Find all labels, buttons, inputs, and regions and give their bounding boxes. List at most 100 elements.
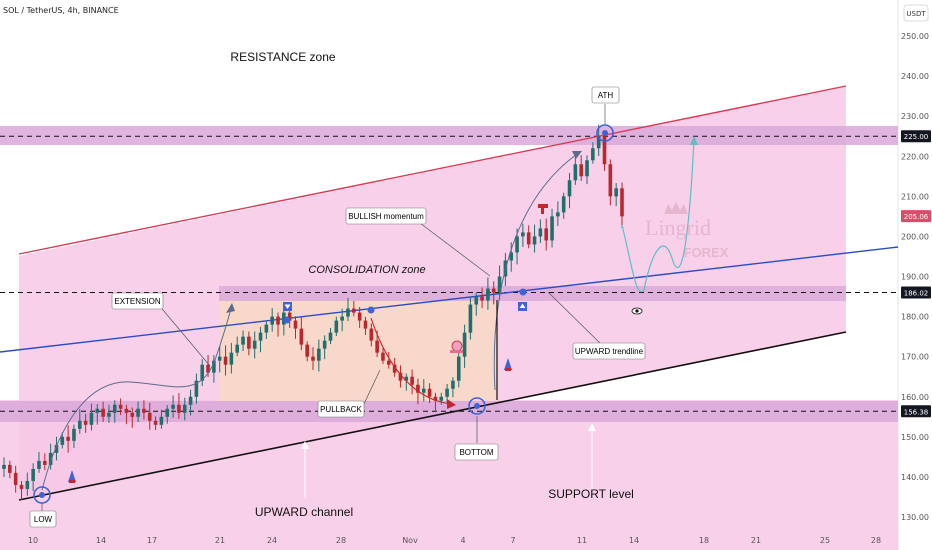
- time-tick-label: 18: [699, 536, 709, 545]
- candle-body: [89, 412, 94, 425]
- svg-text:LOW: LOW: [34, 515, 53, 524]
- time-tick-label: 21: [215, 536, 225, 545]
- price-tick-label: 210.00: [901, 192, 929, 201]
- support-level-label: SUPPORT level: [548, 487, 634, 501]
- time-tick-label: 14: [96, 536, 106, 545]
- price-tag-box: [901, 286, 931, 299]
- down-square-icon: [283, 302, 292, 311]
- candle-body: [177, 404, 181, 413]
- candle-body: [77, 420, 82, 429]
- symbol-title: SOL / TetherUS, 4h, BINANCE: [3, 6, 119, 15]
- snail-icon: [450, 340, 463, 353]
- eye-icon: [631, 307, 643, 315]
- price-axis-ticks: 250.00 240.00 230.00 220.00 210.00 200.00 190.…: [901, 32, 929, 522]
- price-tick-label: 170.00: [901, 353, 929, 362]
- candle-body: [13, 472, 18, 485]
- candle-body: [83, 420, 88, 425]
- candle-body: [579, 164, 583, 177]
- candle-body: [305, 344, 309, 357]
- extension-callout: EXTENSION: [111, 292, 164, 310]
- candle-body: [608, 164, 613, 197]
- bullish-pointer: [419, 222, 491, 277]
- candle-body: [153, 420, 158, 425]
- candle-body: [112, 404, 117, 413]
- candle-body: [142, 408, 146, 413]
- download-circle-icon: [284, 110, 296, 122]
- upward-trendline-callout: UPWARD trendline: [572, 342, 646, 360]
- bottom-marker[interactable]: [468, 397, 486, 415]
- price-tick-label: 200.00: [901, 232, 929, 241]
- upward-channel-label: UPWARD channel: [255, 505, 353, 519]
- candle-body: [416, 384, 420, 393]
- currency-button[interactable]: USDT: [903, 4, 929, 22]
- upward-trendline-blue[interactable]: [0, 246, 899, 353]
- candle-body: [188, 396, 193, 405]
- candle-body: [252, 340, 257, 349]
- candle-body: [322, 340, 327, 349]
- candle-body: [521, 232, 525, 237]
- watermark-brand: Lingrid: [645, 215, 711, 240]
- low-marker[interactable]: [33, 486, 51, 504]
- extension-arc: [41, 304, 233, 491]
- candle-body: [270, 316, 274, 325]
- candle-body: [392, 364, 397, 373]
- up-square-icon: [518, 302, 527, 311]
- svg-text:USDT: USDT: [906, 10, 926, 18]
- candle-body: [427, 388, 432, 397]
- candle-body: [375, 340, 379, 353]
- candle-body: [474, 296, 479, 305]
- candle-body: [462, 332, 467, 357]
- candle-body: [147, 412, 152, 421]
- price-tag-box: [901, 130, 931, 143]
- extension-arrowhead: [226, 303, 235, 313]
- rocket-icon-1: [68, 470, 76, 483]
- bullish-arc: [493, 151, 581, 391]
- price-tick-label: 190.00: [901, 273, 929, 282]
- price-axis-background: [898, 0, 932, 550]
- candle-body: [573, 164, 578, 181]
- consolidation-band: [219, 286, 846, 301]
- candle-body: [346, 308, 350, 317]
- channel-lower-black-line[interactable]: [18, 331, 847, 501]
- candle-body: [480, 296, 484, 301]
- price-tag-label: 205.06: [904, 213, 929, 221]
- pullback-pointer: [362, 369, 381, 407]
- pullback-arc: [370, 317, 453, 405]
- low-callout: LOW: [29, 510, 57, 528]
- candle-body: [223, 356, 228, 365]
- svg-text:PULLBACK: PULLBACK: [320, 405, 362, 414]
- time-tick-label: Nov: [402, 536, 418, 545]
- candle-body: [287, 312, 292, 321]
- candle-body: [497, 276, 502, 293]
- candle-body: [165, 408, 170, 417]
- candle-body: [369, 328, 374, 341]
- candle-body: [48, 452, 53, 465]
- ath-marker[interactable]: [596, 124, 614, 142]
- consolidation-zone-label: CONSOLIDATION zone: [308, 264, 425, 276]
- candle-body: [614, 188, 618, 197]
- candle-body: [95, 408, 100, 413]
- time-tick-label: 11: [577, 536, 587, 545]
- candle-body: [515, 236, 519, 253]
- watermark-sub: FOREX: [684, 245, 729, 260]
- candle-body: [602, 136, 607, 165]
- svg-text:UPWARD trendline: UPWARD trendline: [575, 347, 644, 356]
- candle-body: [620, 188, 624, 217]
- candle-body: [72, 428, 76, 441]
- candle-body: [229, 352, 234, 365]
- candle-body: [433, 396, 438, 401]
- price-tick-label: 140.00: [901, 473, 929, 482]
- candle-body: [60, 436, 65, 445]
- pivot-dot-1: [283, 316, 291, 324]
- candle-body: [8, 464, 12, 473]
- candle-body: [328, 332, 333, 341]
- candle-body: [200, 364, 205, 381]
- candle-body: [258, 332, 263, 341]
- horizontal-levels: [0, 135, 898, 412]
- candle-body: [561, 196, 566, 213]
- candle-body: [293, 320, 298, 329]
- channel-upper-red-line[interactable]: [18, 85, 847, 255]
- candle-body: [31, 468, 35, 481]
- candle-body: [299, 328, 304, 345]
